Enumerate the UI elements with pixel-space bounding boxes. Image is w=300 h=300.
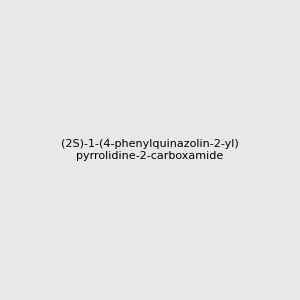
- Text: (2S)-1-(4-phenylquinazolin-2-yl)
pyrrolidine-2-carboxamide: (2S)-1-(4-phenylquinazolin-2-yl) pyrroli…: [61, 139, 239, 161]
